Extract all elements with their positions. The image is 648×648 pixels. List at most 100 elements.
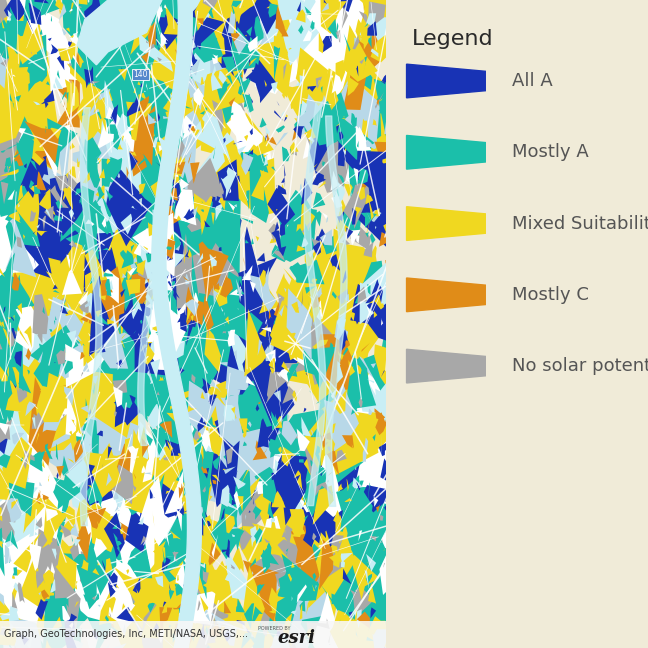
Polygon shape [249, 128, 253, 135]
Polygon shape [298, 25, 303, 34]
Polygon shape [178, 208, 243, 299]
Polygon shape [0, 432, 14, 477]
Polygon shape [138, 96, 149, 113]
Polygon shape [186, 286, 203, 327]
Polygon shape [74, 432, 86, 450]
Polygon shape [163, 116, 171, 119]
Polygon shape [355, 19, 372, 45]
Polygon shape [141, 85, 142, 101]
Polygon shape [251, 531, 292, 574]
Polygon shape [144, 433, 153, 446]
Polygon shape [67, 118, 69, 132]
Polygon shape [45, 594, 47, 600]
Polygon shape [357, 286, 367, 307]
Polygon shape [338, 174, 345, 187]
Polygon shape [122, 504, 132, 508]
Polygon shape [288, 639, 292, 647]
Polygon shape [36, 386, 68, 422]
Polygon shape [283, 386, 296, 404]
Polygon shape [60, 524, 71, 538]
Polygon shape [182, 601, 187, 610]
Polygon shape [334, 189, 339, 198]
Polygon shape [24, 163, 27, 168]
Polygon shape [234, 33, 247, 55]
Polygon shape [139, 172, 241, 374]
Polygon shape [6, 363, 45, 413]
Polygon shape [290, 145, 295, 154]
Polygon shape [359, 11, 372, 30]
Polygon shape [244, 286, 245, 300]
Polygon shape [78, 249, 86, 257]
Polygon shape [197, 172, 213, 235]
Polygon shape [319, 36, 332, 52]
Polygon shape [132, 213, 175, 277]
Polygon shape [143, 542, 201, 648]
Polygon shape [279, 367, 289, 382]
Polygon shape [16, 385, 27, 402]
Polygon shape [277, 372, 281, 378]
Polygon shape [59, 229, 60, 237]
Polygon shape [125, 205, 127, 212]
Polygon shape [351, 277, 358, 285]
Polygon shape [125, 500, 151, 553]
Polygon shape [228, 482, 239, 511]
Polygon shape [0, 49, 8, 126]
Polygon shape [128, 537, 153, 588]
Polygon shape [269, 610, 276, 614]
Polygon shape [96, 345, 106, 353]
Polygon shape [64, 349, 146, 448]
Polygon shape [370, 233, 375, 244]
Polygon shape [115, 377, 143, 427]
Polygon shape [218, 71, 227, 84]
Polygon shape [84, 66, 93, 88]
Polygon shape [260, 569, 263, 571]
Polygon shape [374, 79, 400, 138]
Polygon shape [155, 21, 179, 65]
Polygon shape [341, 292, 349, 302]
Polygon shape [310, 459, 314, 467]
Polygon shape [207, 451, 236, 507]
Polygon shape [211, 283, 220, 290]
Polygon shape [292, 301, 299, 313]
Polygon shape [148, 38, 155, 51]
Polygon shape [231, 406, 235, 413]
Polygon shape [308, 456, 411, 608]
Polygon shape [104, 118, 115, 128]
Polygon shape [41, 640, 45, 648]
Polygon shape [220, 485, 229, 507]
Polygon shape [32, 277, 75, 346]
Polygon shape [307, 628, 314, 638]
Polygon shape [217, 159, 239, 201]
Polygon shape [104, 452, 105, 461]
Polygon shape [101, 80, 130, 160]
Polygon shape [314, 564, 318, 572]
Polygon shape [42, 216, 46, 231]
Polygon shape [288, 333, 292, 335]
Polygon shape [88, 332, 90, 336]
Polygon shape [262, 550, 270, 573]
Polygon shape [225, 574, 233, 583]
Polygon shape [143, 246, 148, 250]
Polygon shape [231, 500, 237, 505]
Polygon shape [341, 561, 345, 568]
Polygon shape [76, 89, 115, 163]
Polygon shape [110, 627, 119, 633]
Polygon shape [153, 623, 159, 631]
Polygon shape [193, 92, 202, 114]
Polygon shape [186, 380, 218, 435]
Polygon shape [259, 548, 279, 565]
Polygon shape [257, 402, 260, 404]
Polygon shape [292, 0, 388, 141]
Polygon shape [167, 625, 178, 648]
Polygon shape [3, 539, 5, 543]
Polygon shape [289, 430, 294, 436]
Polygon shape [124, 438, 130, 462]
Polygon shape [143, 477, 159, 511]
Polygon shape [97, 319, 102, 346]
Polygon shape [0, 358, 14, 382]
Polygon shape [6, 487, 40, 548]
Polygon shape [0, 52, 6, 85]
Polygon shape [334, 196, 337, 201]
Polygon shape [10, 6, 21, 29]
Polygon shape [111, 288, 163, 369]
